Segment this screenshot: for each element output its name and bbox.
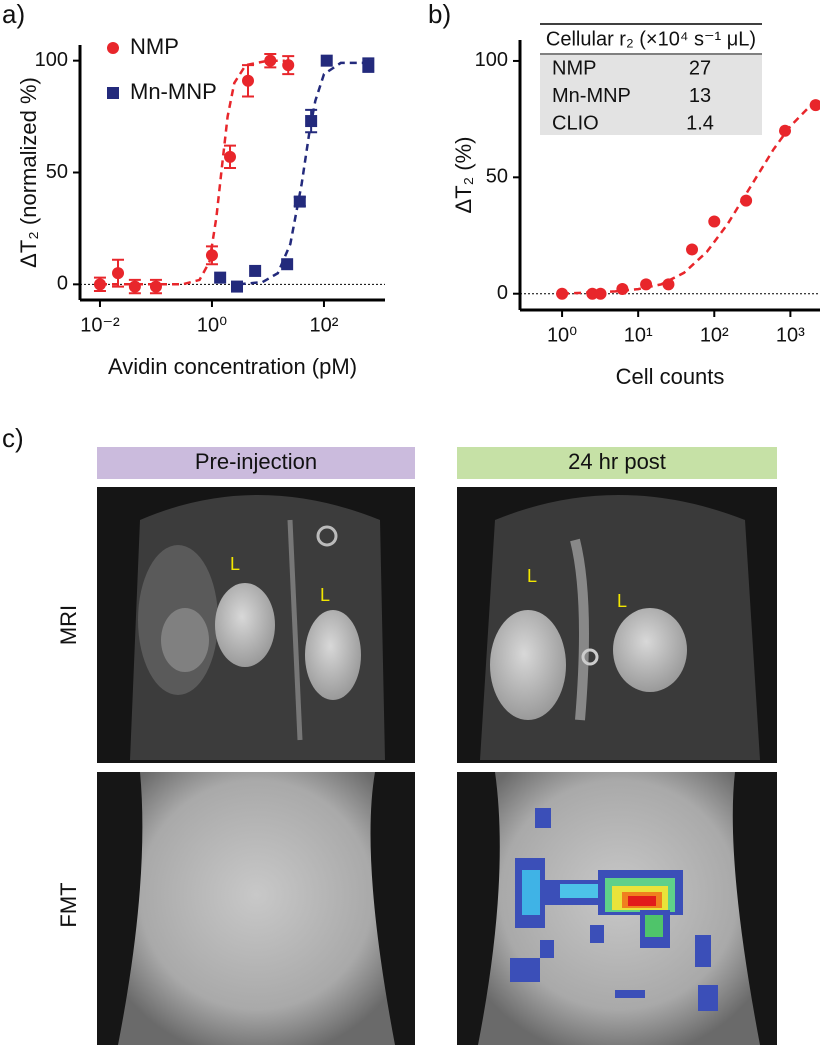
data-point	[293, 195, 306, 208]
x-tick-label: 10²	[310, 314, 339, 336]
table-cell: 1.4	[686, 112, 714, 134]
y-tick-label: 50	[46, 161, 68, 183]
data-point	[740, 194, 753, 207]
table-cell: NMP	[552, 57, 596, 79]
data-point	[305, 115, 318, 128]
legend-marker	[107, 87, 119, 99]
panel-label: c)	[2, 423, 24, 453]
data-point	[640, 278, 653, 291]
x-tick-label: 10⁰	[197, 314, 227, 336]
data-point	[128, 280, 141, 293]
table-cell: 27	[689, 57, 711, 79]
table-header: Cellular r₂ (×10⁴ s⁻¹ μL)	[546, 28, 756, 50]
table-cell: CLIO	[552, 112, 599, 134]
row-label: FMT	[56, 882, 81, 927]
y-tick-label: 0	[497, 282, 508, 304]
column-header: Pre-injection	[195, 449, 317, 474]
data-point	[224, 150, 237, 163]
panel-label: a)	[2, 0, 25, 29]
y-tick-label: 50	[486, 166, 508, 188]
column-header: 24 hr post	[568, 449, 666, 474]
table-bg	[540, 55, 762, 135]
legend-label: NMP	[130, 34, 179, 59]
data-point	[616, 283, 629, 296]
fmt-image	[457, 772, 777, 1045]
data-point	[594, 287, 607, 300]
data-point	[149, 280, 162, 293]
x-tick-label: 10⁻²	[80, 314, 120, 336]
panel-label: b)	[428, 0, 451, 29]
y-axis-title: ΔT₂ (normalized %)	[16, 77, 41, 268]
x-axis-title: Avidin concentration (pM)	[108, 354, 357, 379]
x-axis-title: Cell counts	[616, 364, 725, 389]
marker-label: L	[230, 554, 240, 574]
marker-label: L	[527, 566, 537, 586]
x-tick-label: 10²	[700, 324, 729, 346]
x-tick-label: 10⁰	[547, 324, 577, 346]
row-label: MRI	[56, 605, 81, 645]
data-point	[93, 278, 106, 291]
legend-label: Mn-MNP	[130, 79, 217, 104]
data-point	[686, 243, 699, 256]
data-point	[662, 278, 675, 291]
y-tick-label: 100	[475, 49, 508, 71]
column-header-bg	[457, 447, 777, 479]
fmt-image	[97, 772, 415, 1045]
table-cell: 13	[689, 85, 711, 107]
table-cell: Mn-MNP	[552, 85, 631, 107]
legend-marker	[107, 42, 119, 54]
data-point	[214, 271, 227, 284]
y-axis-title: ΔT₂ (%)	[451, 137, 476, 214]
y-tick-label: 0	[57, 273, 68, 295]
x-tick-label: 10¹	[624, 324, 653, 346]
data-point	[205, 249, 218, 262]
data-point	[281, 258, 294, 271]
fluorescence-overlay	[510, 808, 718, 1011]
y-tick-label: 100	[35, 49, 68, 71]
data-point	[264, 54, 277, 67]
x-tick-label: 10³	[776, 324, 805, 346]
fit-curve	[562, 101, 815, 295]
data-point	[779, 124, 792, 137]
marker-label: L	[617, 591, 627, 611]
data-point	[320, 54, 333, 67]
data-point	[809, 99, 820, 112]
data-point	[282, 59, 295, 72]
data-point	[556, 287, 569, 300]
data-point	[362, 59, 375, 72]
mri-image	[97, 487, 415, 763]
data-point	[112, 267, 125, 280]
data-point	[249, 264, 262, 277]
data-point	[708, 215, 721, 228]
column-header-bg	[97, 447, 415, 479]
fit-curve	[100, 59, 285, 286]
fit-curve	[238, 61, 364, 286]
mri-image	[457, 487, 777, 763]
marker-label: L	[320, 585, 330, 605]
data-point	[231, 280, 244, 293]
data-point	[241, 74, 254, 87]
